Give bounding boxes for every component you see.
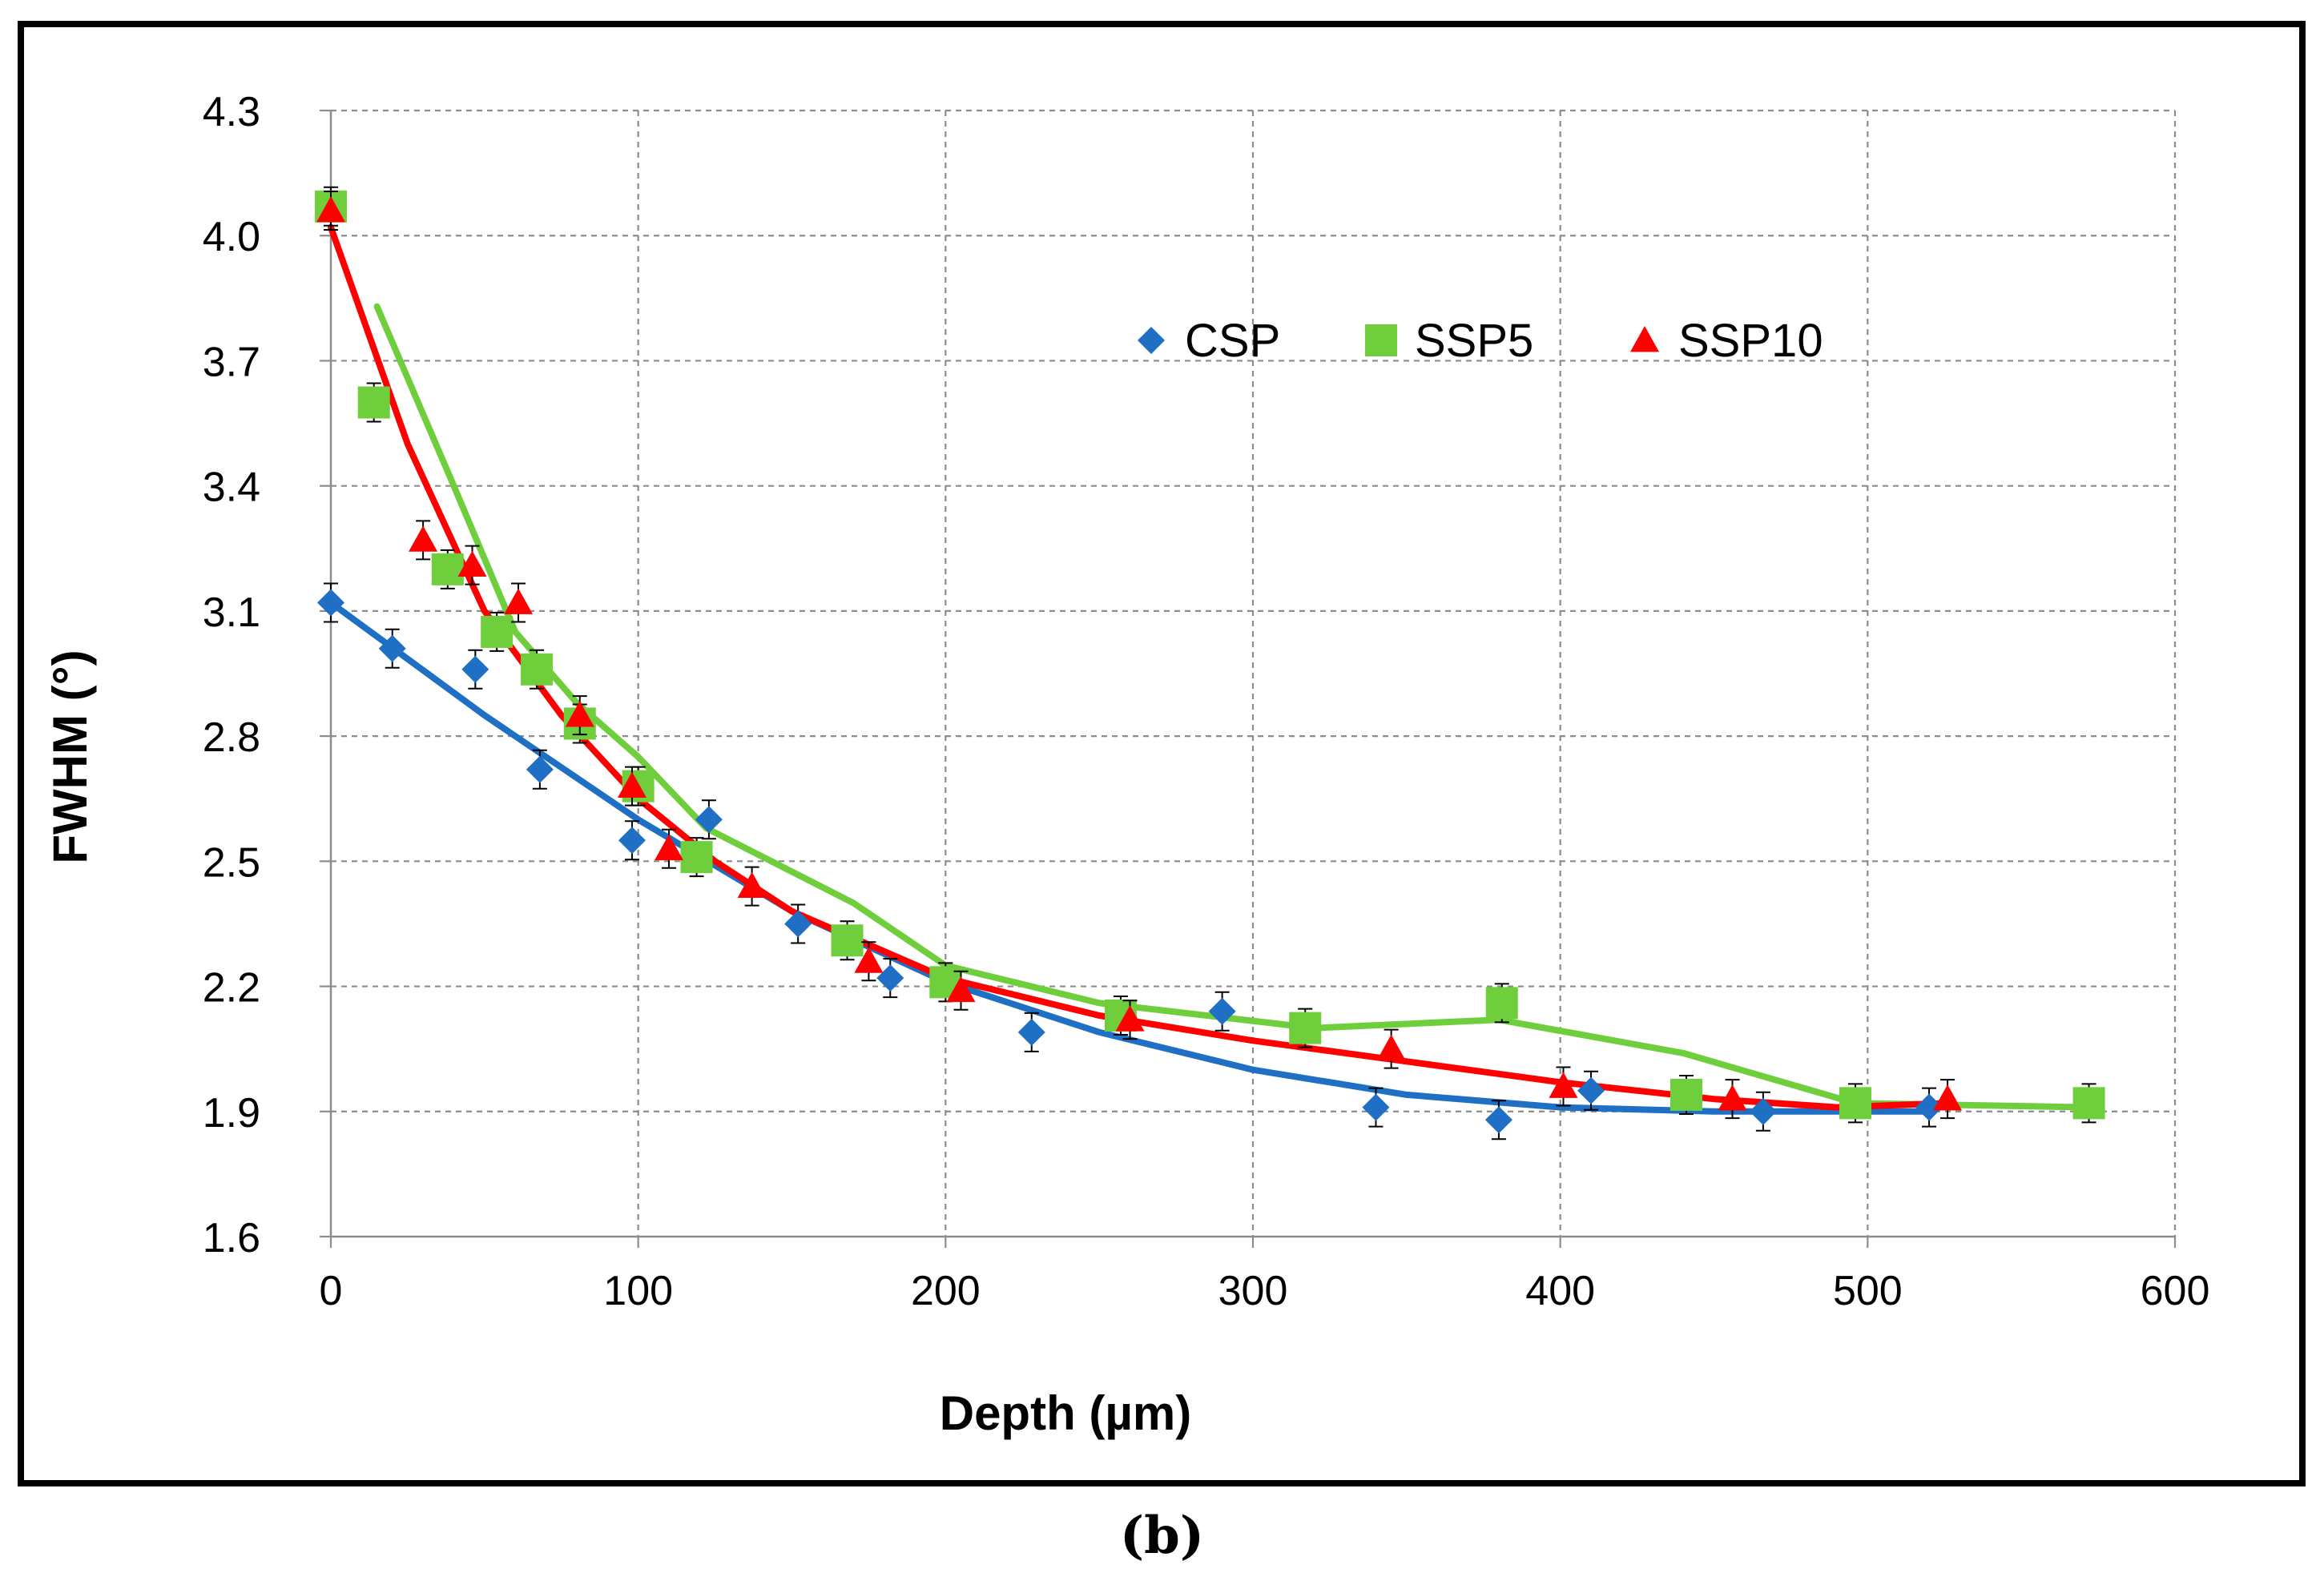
legend-item-ssp5: SSP5 [1365, 315, 1533, 367]
data-point-csp [1017, 1018, 1045, 1046]
figure-caption: (b) [1119, 1506, 1205, 1566]
data-point-ssp10 [316, 195, 345, 223]
data-point-ssp10 [854, 947, 884, 973]
data-point-ssp5 [521, 653, 554, 686]
data-point-csp [378, 634, 406, 662]
legend-item-csp: CSP [1138, 315, 1280, 367]
data-point-ssp5 [680, 841, 713, 874]
legend-marker-ssp5 [1365, 324, 1397, 356]
data-point-ssp5 [357, 386, 390, 419]
data-point-csp [1362, 1093, 1390, 1121]
data-point-csp [1484, 1106, 1512, 1134]
data-point-ssp10 [504, 588, 534, 614]
data-point-ssp10 [946, 976, 976, 1003]
y-tick-label: 2.5 [203, 839, 260, 886]
data-point-csp [526, 755, 554, 783]
trend-line-csp [328, 599, 1933, 1115]
data-point-csp [1749, 1097, 1777, 1125]
data-point-ssp5 [1669, 1078, 1702, 1111]
x-tick-label: 200 [911, 1268, 981, 1314]
data-point-csp [1577, 1076, 1605, 1104]
data-point-ssp10 [409, 525, 438, 552]
data-point-ssp10 [737, 871, 767, 898]
chart-frame [18, 21, 2306, 1486]
y-tick-label: 2.8 [203, 714, 260, 761]
legend: CSP SSP5 SSP10 [1138, 315, 1823, 367]
data-point-ssp10 [617, 771, 646, 798]
y-tick-label: 3.1 [203, 589, 260, 636]
x-tick-label: 300 [1218, 1268, 1288, 1314]
axes: 0 100 200 300 400 500 600 1.6 1.9 2.2 2.5 2.8 3.1 3.4… [203, 89, 2210, 1314]
data-point-ssp10 [655, 834, 684, 861]
data-point-ssp10 [1549, 1072, 1578, 1098]
data-point-csp [618, 827, 646, 855]
x-axis-title: Depth (µm) [940, 1386, 1192, 1440]
data-point-csp [461, 655, 489, 683]
y-tick-label: 4.3 [203, 89, 260, 135]
data-point-ssp10 [1718, 1084, 1747, 1111]
y-tick-label: 2.2 [203, 965, 260, 1012]
data-point-csp [1208, 997, 1236, 1025]
data-point-ssp10 [565, 701, 594, 727]
legend-marker-ssp10 [1630, 326, 1659, 352]
y-axis-title: FWHM (°) [43, 650, 97, 863]
y-tick-label: 1.6 [203, 1215, 260, 1261]
x-tick-label: 0 [320, 1268, 343, 1314]
data-point-ssp5 [831, 924, 864, 957]
data-point-ssp5 [1289, 1012, 1322, 1044]
data-point-ssp10 [1115, 1005, 1145, 1032]
legend-item-ssp10: SSP10 [1630, 315, 1823, 367]
data-point-ssp5 [431, 553, 464, 585]
x-tick-label: 100 [603, 1268, 673, 1314]
data-point-csp [695, 806, 723, 834]
x-tick-label: 600 [2141, 1268, 2210, 1314]
data-point-csp [876, 964, 904, 992]
data-point-ssp5 [2072, 1087, 2105, 1120]
legend-label-ssp10: SSP10 [1678, 315, 1823, 367]
grid [331, 109, 2177, 1237]
legend-marker-csp [1138, 327, 1165, 354]
y-tick-label: 1.9 [203, 1090, 260, 1136]
x-tick-label: 400 [1525, 1268, 1595, 1314]
x-tick-label: 500 [1833, 1268, 1903, 1314]
legend-label-ssp5: SSP5 [1415, 315, 1533, 367]
data-point-ssp10 [1933, 1084, 1963, 1111]
legend-label-csp: CSP [1185, 315, 1280, 367]
data-markers [315, 186, 2105, 1140]
y-tick-label: 3.7 [203, 339, 260, 385]
trend-line-ssp5 [373, 303, 2092, 1111]
data-point-csp [317, 589, 344, 617]
data-point-csp [784, 910, 812, 938]
y-tick-label: 3.4 [203, 465, 260, 511]
data-point-ssp10 [1376, 1034, 1406, 1061]
data-point-ssp5 [481, 615, 514, 648]
y-tick-label: 4.0 [203, 214, 260, 260]
data-point-csp [1915, 1093, 1943, 1121]
data-point-ssp5 [1839, 1087, 1871, 1120]
data-point-ssp5 [1485, 987, 1518, 1020]
data-point-ssp10 [457, 550, 487, 577]
